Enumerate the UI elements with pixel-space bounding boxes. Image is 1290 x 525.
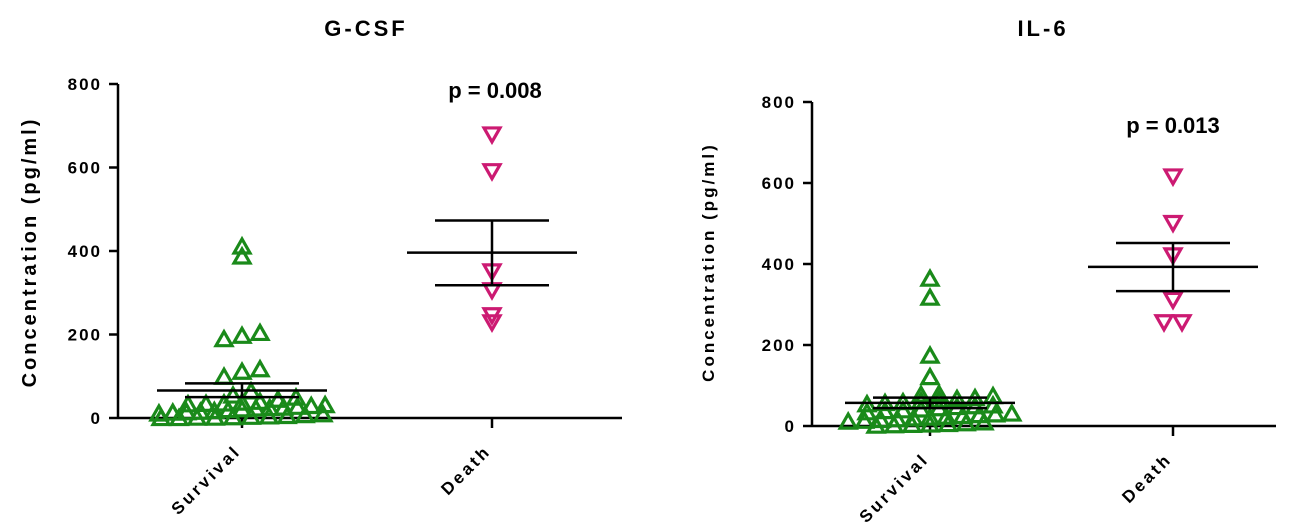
y-tick-label: 200 (762, 336, 796, 355)
data-point-survival (249, 358, 271, 378)
data-point-survival (837, 410, 859, 430)
chart-panel-1: IL-6 Concentration (pg/ml) 0 200 400 600 800 Su… (699, 16, 1276, 525)
data-point-death (1162, 214, 1184, 234)
y-tick-label: 800 (68, 75, 102, 94)
y-tick-label: 600 (762, 174, 796, 193)
data-point-death (481, 126, 503, 146)
x-category-label: Death (1118, 449, 1175, 506)
data-point-survival (213, 366, 235, 385)
data-point-survival (222, 384, 244, 404)
chart-title: G-CSF (324, 16, 407, 41)
data-point-survival (231, 245, 253, 265)
data-point-survival (286, 396, 309, 415)
p-value-annotation: p = 0.013 (1126, 113, 1220, 138)
y-tick-label: 400 (762, 255, 796, 274)
data-point-survival (249, 391, 271, 410)
data-point-survival (300, 395, 322, 415)
data-point-survival (984, 403, 1007, 423)
chart-title: IL-6 (1017, 16, 1068, 41)
data-point-survival (148, 402, 170, 422)
y-tick-label: 600 (68, 159, 102, 178)
y-axis-label: Concentration (pg/ml) (699, 142, 718, 382)
x-category-label: Survival (856, 449, 933, 525)
data-point-death (1171, 314, 1193, 333)
data-point-survival (314, 394, 336, 414)
data-point-death (1162, 168, 1184, 188)
data-point-survival (231, 361, 253, 380)
y-tick-label: 200 (68, 326, 102, 345)
data-point-survival (982, 394, 1004, 414)
data-point-death (481, 314, 503, 334)
y-axis-label: Concentration (pg/ml) (19, 117, 41, 388)
data-point-survival (951, 405, 974, 425)
data-point-survival (919, 366, 941, 386)
data-point-death (481, 307, 503, 326)
data-point-survival (1001, 402, 1023, 422)
data-point-survival (195, 393, 217, 412)
data-point-death (481, 163, 503, 182)
data-point-survival (267, 388, 289, 408)
data-point-survival (928, 383, 950, 403)
chart-panel-0: G-CSF Concentration (pg/ml) 0 200 400 600 800 S… (19, 16, 622, 519)
x-category-label: Survival (168, 441, 245, 518)
data-point-survival (919, 344, 941, 364)
y-tick-label: 400 (68, 242, 102, 261)
data-point-survival (249, 322, 271, 342)
data-point-survival (919, 286, 941, 306)
data-point-survival (162, 401, 184, 421)
data-point-death (1162, 291, 1184, 311)
data-point-survival (231, 235, 253, 255)
y-tick-label: 0 (785, 417, 796, 436)
data-point-survival (968, 404, 990, 424)
p-value-annotation: p = 0.008 (448, 78, 542, 103)
y-tick-label: 800 (762, 93, 796, 112)
data-point-survival (213, 328, 235, 348)
data-point-survival (231, 325, 253, 344)
data-point-survival (910, 384, 932, 404)
y-tick-label: 0 (91, 409, 102, 428)
data-point-survival (177, 393, 199, 413)
x-category-label: Death (437, 441, 494, 498)
data-point-survival (919, 267, 941, 287)
data-point-death (1153, 314, 1175, 333)
